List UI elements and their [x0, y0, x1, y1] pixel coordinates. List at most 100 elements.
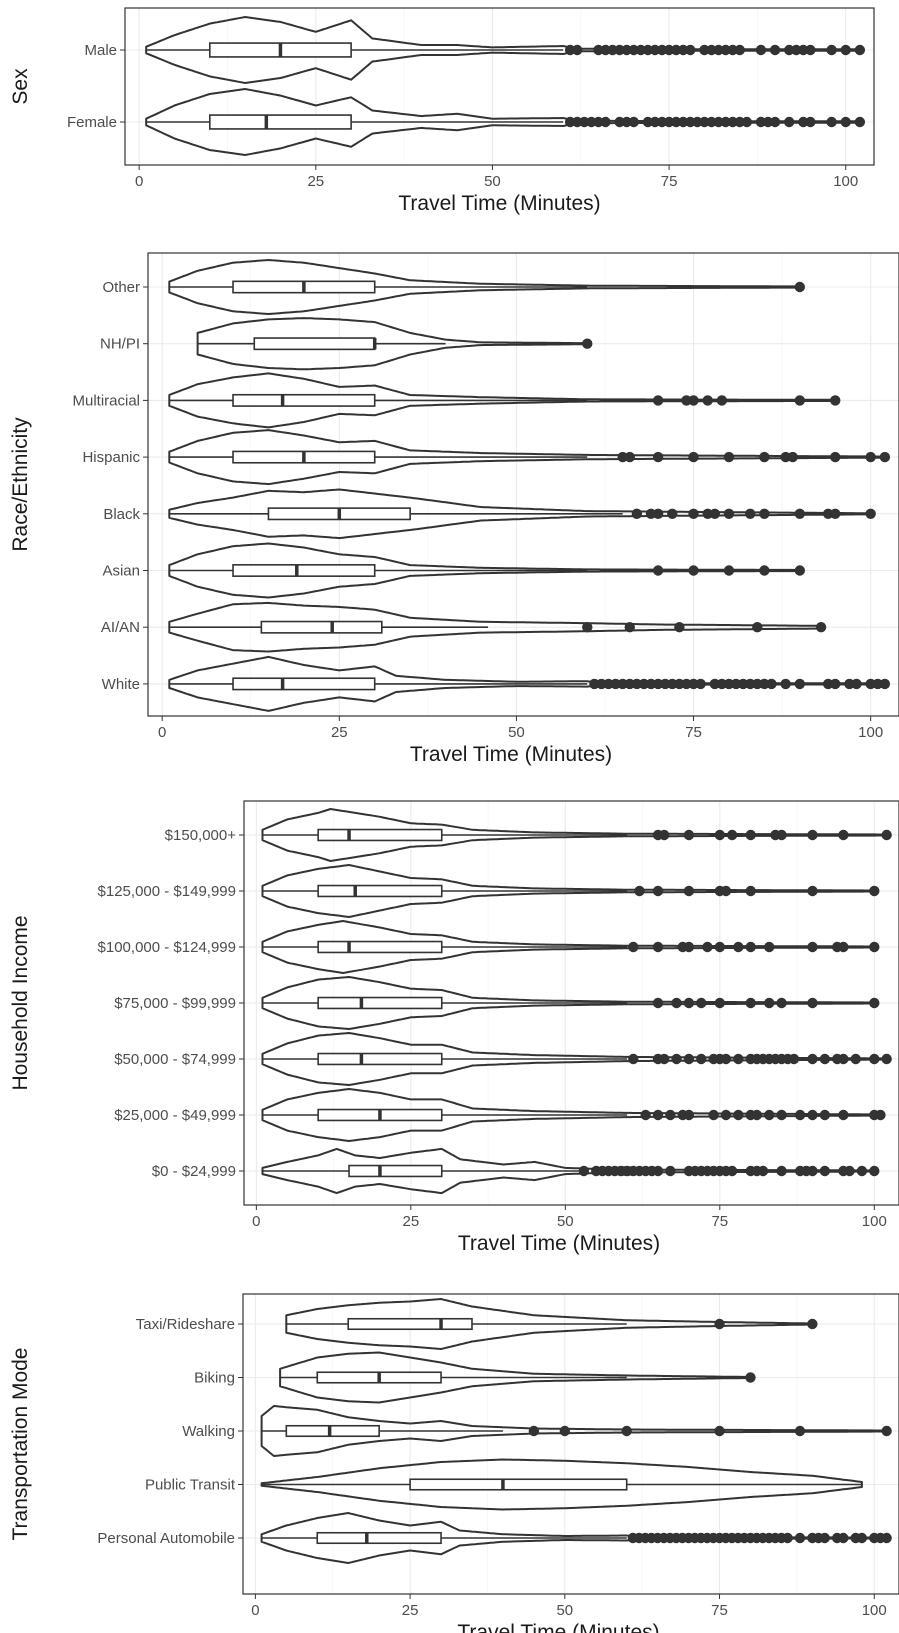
outlier-point [671, 997, 682, 1009]
outlier-point [830, 678, 841, 690]
outlier-point [787, 451, 798, 463]
outlier-point [733, 1053, 744, 1065]
category-ai-an [168, 601, 827, 653]
outlier-point [683, 997, 695, 1009]
category-label: Walking [182, 1423, 235, 1440]
outlier-point [674, 622, 685, 633]
outlier-point [726, 1165, 738, 1177]
outlier-point [745, 885, 756, 897]
y-axis-title: Household Income [9, 915, 32, 1090]
outlier-point [631, 508, 643, 519]
outlier-point [819, 1053, 831, 1065]
outlier-point [854, 44, 866, 56]
outlier-point [764, 997, 775, 1009]
iqr-box [232, 393, 376, 407]
category-125-000-149-999 [261, 864, 880, 918]
violin-shape [260, 1458, 863, 1511]
category-hispanic [168, 429, 891, 486]
category-label: $125,000 - $149,999 [98, 883, 236, 900]
category-label: $100,000 - $124,999 [98, 939, 236, 956]
category-asian [168, 542, 806, 599]
outlier-point [665, 1109, 676, 1121]
iqr-box [285, 1424, 380, 1438]
x-axis-title: Travel Time (Minutes) [410, 743, 612, 766]
outlier-point [826, 116, 837, 128]
x-tick-label: 50 [557, 1213, 574, 1230]
panel-4: Taxi/Rideshare Biking Walking Public Transi… [9, 1293, 899, 1633]
category-label: Hispanic [82, 449, 140, 466]
iqr-box [253, 337, 376, 351]
category-label: $50,000 - $74,999 [114, 1051, 236, 1068]
iqr-box [317, 996, 443, 1010]
outlier-point [688, 395, 699, 406]
y-axis-title: Sex [9, 68, 32, 105]
iqr-box [208, 114, 352, 130]
x-tick-label: 0 [135, 173, 143, 190]
outlier-point [776, 1165, 787, 1177]
x-tick-label: 0 [252, 1213, 260, 1230]
outlier-point [755, 44, 767, 56]
outlier-point [745, 508, 756, 519]
outlier-point [665, 1165, 676, 1177]
outlier-point [714, 829, 726, 841]
outlier-point [881, 1053, 892, 1065]
category-white [168, 655, 891, 712]
outlier-point [695, 678, 706, 690]
category-label: $0 - $24,999 [152, 1163, 236, 1180]
outlier-point [875, 1109, 886, 1121]
category-label: Personal Automobile [97, 1530, 235, 1547]
outlier-point [733, 1109, 744, 1121]
outlier-point [652, 1109, 664, 1121]
outlier-point [807, 1053, 818, 1065]
category-label: $75,000 - $99,999 [114, 995, 236, 1012]
panel-border [147, 252, 899, 717]
iqr-box [232, 677, 376, 691]
outlier-point [628, 116, 639, 128]
outlier-point [683, 829, 695, 841]
x-axis-title: Travel Time (Minutes) [398, 192, 600, 215]
outlier-point [652, 508, 664, 519]
outlier-point [850, 1053, 861, 1065]
outlier-point [683, 1053, 695, 1065]
panel-3: $150,000+ $125,000 - $149,999 $100,000 - $… [9, 800, 899, 1255]
x-tick-label: 75 [685, 724, 702, 741]
iqr-box [317, 1052, 443, 1066]
outlier-point [714, 1425, 725, 1437]
x-tick-label: 50 [484, 173, 501, 190]
category-black [168, 488, 876, 540]
iqr-box [232, 564, 376, 577]
outlier-point [652, 565, 664, 576]
outlier-point [759, 565, 770, 576]
outlier-point [714, 1318, 725, 1330]
outlier-point [624, 622, 635, 633]
outlier-point [807, 829, 818, 841]
category-25-000-49-999 [261, 1088, 886, 1142]
outlier-point [688, 565, 699, 576]
outlier-point [794, 508, 806, 519]
outlier-point [869, 941, 880, 953]
category-walking [260, 1405, 892, 1457]
outlier-point [745, 829, 756, 841]
x-tick-label: 25 [402, 1213, 419, 1230]
category-female [145, 88, 866, 156]
y-axis-title: Transportation Mode [9, 1348, 32, 1541]
panel-border [242, 1293, 899, 1595]
outlier-point [720, 1109, 732, 1121]
category-public-transit [260, 1458, 863, 1511]
outlier-point [734, 44, 745, 56]
outlier-point [745, 997, 756, 1009]
outlier-point [714, 941, 726, 953]
outlier-point [769, 116, 781, 128]
outlier-point [766, 678, 777, 690]
x-tick-label: 75 [711, 1213, 728, 1230]
outlier-point [582, 338, 593, 349]
outlier-point [807, 997, 818, 1009]
panel-border [243, 800, 899, 1206]
outlier-point [628, 1053, 639, 1065]
outlier-point [683, 885, 695, 897]
outlier-point [794, 1532, 806, 1544]
category-label: Female [67, 114, 117, 131]
outlier-point [624, 451, 635, 463]
outlier-point [838, 1053, 849, 1065]
outlier-point [819, 1532, 830, 1544]
